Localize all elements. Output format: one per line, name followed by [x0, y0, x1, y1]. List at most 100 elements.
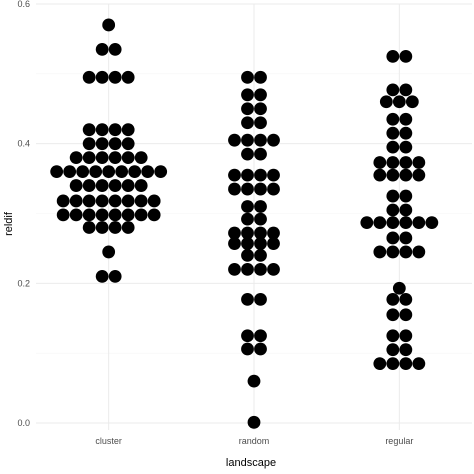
data-dot-cluster — [108, 70, 122, 84]
data-dot-cluster — [69, 151, 83, 165]
data-dot-random — [241, 168, 254, 182]
data-dot-random — [254, 342, 267, 356]
data-dot-random — [254, 262, 267, 276]
data-dot-random — [241, 342, 254, 356]
data-dot-random — [241, 262, 254, 276]
data-dot-regular — [386, 112, 400, 126]
data-dot-cluster — [95, 123, 109, 137]
data-dot-random — [267, 133, 280, 147]
y-axis-title: reldif — [3, 211, 15, 236]
data-dot-cluster — [147, 194, 161, 208]
data-dot-cluster — [108, 208, 122, 222]
data-dot-cluster — [50, 165, 64, 179]
data-dot-cluster — [56, 208, 70, 222]
data-dot-cluster — [82, 137, 96, 151]
data-dot-regular — [412, 156, 426, 169]
data-dot-cluster — [128, 165, 142, 179]
data-dot-regular — [412, 245, 426, 259]
x-axis-title: landscape — [226, 457, 276, 469]
data-dot-random — [247, 415, 261, 429]
data-dot-regular — [386, 216, 400, 229]
data-dot-regular — [379, 95, 393, 109]
data-dot-regular — [399, 203, 413, 217]
data-dot-random — [267, 262, 280, 276]
data-dot-cluster — [121, 194, 135, 208]
data-dot-cluster — [102, 245, 116, 259]
data-dot-cluster — [121, 70, 135, 84]
y-tick-label: 0.0 — [17, 418, 30, 428]
x-tick-labels: cluster random regular — [95, 436, 413, 446]
data-dot-random — [228, 168, 241, 182]
data-dot-random — [241, 102, 254, 116]
data-dot-regular — [386, 168, 400, 182]
data-dot-random — [254, 212, 267, 226]
data-dot-cluster — [115, 165, 129, 179]
data-dot-random — [241, 212, 254, 226]
data-dot-regular — [386, 329, 400, 343]
data-dot-random — [241, 200, 254, 213]
data-dot-random — [241, 249, 254, 262]
data-dot-cluster — [108, 269, 122, 283]
x-tick-label: cluster — [95, 436, 122, 446]
data-dot-cluster — [134, 151, 148, 165]
data-dot-random — [247, 374, 261, 388]
data-dot-cluster — [95, 70, 109, 84]
data-dot-random — [241, 226, 254, 240]
data-dot-regular — [405, 95, 419, 109]
data-dot-random — [241, 116, 254, 130]
data-dot-cluster — [141, 165, 155, 179]
data-dot-cluster — [69, 194, 83, 208]
data-dot-regular — [386, 126, 400, 140]
data-dot-random — [254, 70, 267, 84]
data-dot-regular — [386, 140, 400, 154]
data-dot-regular — [399, 357, 413, 371]
data-dot-regular — [373, 245, 387, 259]
data-dot-random — [254, 249, 267, 262]
data-dot-regular — [386, 293, 400, 306]
y-tick-label: 0.6 — [17, 0, 30, 9]
data-dot-cluster — [82, 208, 96, 222]
y-tick-labels: 0.0 0.2 0.4 0.6 — [17, 0, 30, 428]
data-dot-random — [267, 226, 280, 240]
data-dot-regular — [386, 83, 400, 97]
data-dot-random — [241, 329, 254, 343]
data-dot-cluster — [121, 137, 135, 151]
data-dot-cluster — [95, 208, 109, 222]
data-dot-random — [267, 182, 280, 196]
data-dot-regular — [399, 140, 413, 154]
data-dot-regular — [399, 189, 413, 203]
data-dot-random — [241, 147, 254, 161]
data-dot-regular — [399, 216, 413, 229]
data-dot-cluster — [82, 151, 96, 165]
data-dot-regular — [399, 83, 413, 97]
data-dot-random — [254, 182, 267, 196]
data-dot-regular — [386, 156, 400, 169]
data-dot-regular — [399, 156, 413, 169]
data-dot-regular — [373, 357, 387, 371]
data-dot-cluster — [82, 123, 96, 137]
data-dot-cluster — [108, 137, 122, 151]
data-dot-cluster — [82, 70, 96, 84]
data-dot-regular — [399, 293, 413, 306]
data-dot-cluster — [69, 208, 83, 222]
data-dot-regular — [412, 216, 426, 229]
data-dot-cluster — [102, 18, 116, 32]
data-dot-regular — [386, 189, 400, 203]
y-tick-label: 0.4 — [17, 139, 30, 149]
data-dot-regular — [373, 156, 387, 169]
data-dot-random — [254, 168, 267, 182]
data-dot-random — [241, 133, 254, 147]
data-dot-random — [241, 293, 254, 306]
data-dot-cluster — [108, 123, 122, 137]
x-tick-label: regular — [385, 436, 413, 446]
data-dot-regular — [399, 343, 413, 357]
data-dot-regular — [399, 112, 413, 126]
data-dot-cluster — [69, 179, 83, 192]
data-dot-cluster — [95, 179, 109, 192]
data-dot-cluster — [89, 165, 103, 179]
data-dot-cluster — [63, 165, 77, 179]
data-dot-cluster — [56, 194, 70, 208]
data-dot-cluster — [108, 42, 122, 56]
data-dot-cluster — [121, 221, 135, 234]
